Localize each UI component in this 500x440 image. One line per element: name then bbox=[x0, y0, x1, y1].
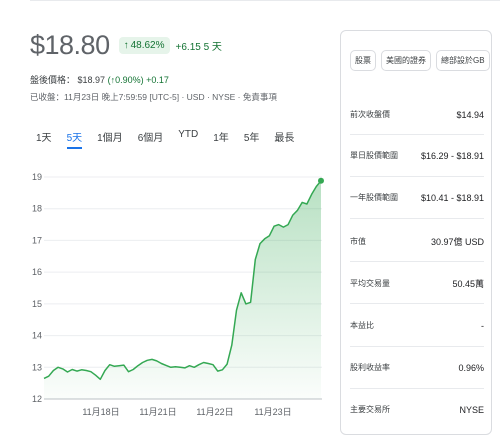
x-tick-label: 11月18日 bbox=[82, 407, 119, 417]
last-price-dot bbox=[318, 177, 324, 184]
stat-divider bbox=[350, 261, 484, 262]
stat-divider bbox=[350, 134, 484, 135]
after-hours-price: $18.97 bbox=[77, 75, 106, 85]
stat-label: 主要交易所 bbox=[350, 405, 390, 414]
after-hours-change: +0.17 bbox=[146, 75, 169, 85]
stat-label: 股利收益率 bbox=[350, 363, 390, 372]
stat-label: 一年股價範圍 bbox=[350, 193, 398, 202]
tab-6m[interactable]: 6個月 bbox=[137, 133, 164, 144]
stat-row: 市值 30.97億 USD bbox=[350, 235, 484, 248]
stats-card: 股票 美國的證券 總部設於GB 前次收盤價 $14.94 單日股價範圍 $16.… bbox=[340, 30, 492, 435]
price-line bbox=[43, 180, 322, 381]
tab-5d[interactable]: 5天 bbox=[66, 129, 82, 149]
stat-row: 主要交易所 NYSE bbox=[350, 404, 484, 415]
market-closed-note: 已收盤：11月23日 晚上7:59:59 [UTC-5] · USD · NYS… bbox=[30, 92, 277, 102]
stat-value: - bbox=[481, 320, 484, 331]
y-tick-label: 18 bbox=[32, 204, 42, 214]
stat-divider bbox=[350, 346, 484, 347]
tab-1m[interactable]: 1個月 bbox=[97, 133, 123, 144]
x-tick-label: 11月21日 bbox=[139, 407, 176, 417]
tab-1d[interactable]: 1天 bbox=[36, 133, 52, 144]
y-tick-label: 19 bbox=[32, 172, 42, 182]
price-area bbox=[44, 180, 321, 399]
tab-1y[interactable]: 1年 bbox=[213, 133, 229, 144]
arrow-up-icon: ↑ bbox=[123, 40, 129, 51]
y-tick-label: 14 bbox=[32, 331, 42, 341]
top-divider bbox=[30, 0, 500, 1]
tab-5y[interactable]: 5年 bbox=[243, 133, 260, 144]
chip-hq-gb[interactable]: 總部設於GB bbox=[436, 50, 490, 71]
y-tick-label: 16 bbox=[32, 267, 42, 277]
stat-row: 前次收盤價 $14.94 bbox=[350, 109, 484, 120]
current-price: $18.80 bbox=[30, 30, 110, 60]
stat-label: 平均交易量 bbox=[350, 279, 390, 288]
y-tick-label: 13 bbox=[32, 362, 42, 372]
category-chips: 股票 美國的證券 總部設於GB bbox=[350, 50, 490, 71]
stat-value: $16.29 - $18.91 bbox=[420, 150, 484, 161]
stat-row: 本益比 - bbox=[350, 320, 484, 331]
stat-value: $10.41 - $18.91 bbox=[420, 192, 484, 203]
stat-value: 50.45萬 bbox=[452, 279, 484, 289]
y-tick-label: 12 bbox=[32, 394, 42, 404]
stat-divider bbox=[350, 303, 484, 304]
x-tick-label: 11月23日 bbox=[254, 407, 291, 417]
after-hours-percent: (↑0.90%) bbox=[107, 75, 144, 85]
stat-value: NYSE bbox=[459, 404, 484, 415]
after-hours-line: 盤後價格： $18.97 (↑0.90%) +0.17 bbox=[30, 73, 169, 86]
stat-divider bbox=[350, 218, 484, 219]
stat-label: 前次收盤價 bbox=[350, 110, 390, 119]
y-tick-label: 15 bbox=[32, 299, 42, 309]
chip-stock[interactable]: 股票 bbox=[350, 50, 376, 71]
tab-ytd[interactable]: YTD bbox=[178, 129, 199, 140]
stat-row: 一年股價範圍 $10.41 - $18.91 bbox=[350, 192, 484, 203]
price-header: $18.80 ↑ 48.62% +6.15 5 天 bbox=[30, 30, 222, 61]
change-absolute: +6.15 5 天 bbox=[175, 42, 222, 53]
stat-value: $14.94 bbox=[456, 109, 484, 120]
stat-label: 單日股價範圍 bbox=[350, 151, 398, 160]
price-chart[interactable]: 19 18 17 16 15 14 13 12 11月18日 11月21日 11月22日 11月23… bbox=[28, 165, 328, 425]
y-tick-label: 17 bbox=[32, 235, 42, 245]
tab-max[interactable]: 最長 bbox=[274, 133, 295, 144]
stat-divider bbox=[350, 176, 484, 177]
stat-label: 市值 bbox=[350, 237, 366, 246]
range-tabs: 1天 5天 1個月 6個月 YTD 1年 5年 最長 bbox=[36, 129, 309, 149]
chip-us-security[interactable]: 美國的證券 bbox=[381, 50, 431, 71]
stat-row: 股利收益率 0.96% bbox=[350, 362, 484, 373]
x-tick-label: 11月22日 bbox=[196, 407, 233, 417]
after-hours-label: 盤後價格： bbox=[30, 75, 76, 85]
stat-label: 本益比 bbox=[350, 321, 374, 330]
stat-row: 單日股價範圍 $16.29 - $18.91 bbox=[350, 150, 484, 161]
stat-value: 0.96% bbox=[458, 362, 484, 373]
stat-row: 平均交易量 50.45萬 bbox=[350, 277, 484, 290]
stat-value: 30.97億 USD bbox=[430, 237, 484, 247]
change-percent: 48.62% bbox=[130, 40, 165, 51]
stat-divider bbox=[350, 388, 484, 389]
change-percent-badge: ↑ 48.62% bbox=[118, 37, 170, 54]
